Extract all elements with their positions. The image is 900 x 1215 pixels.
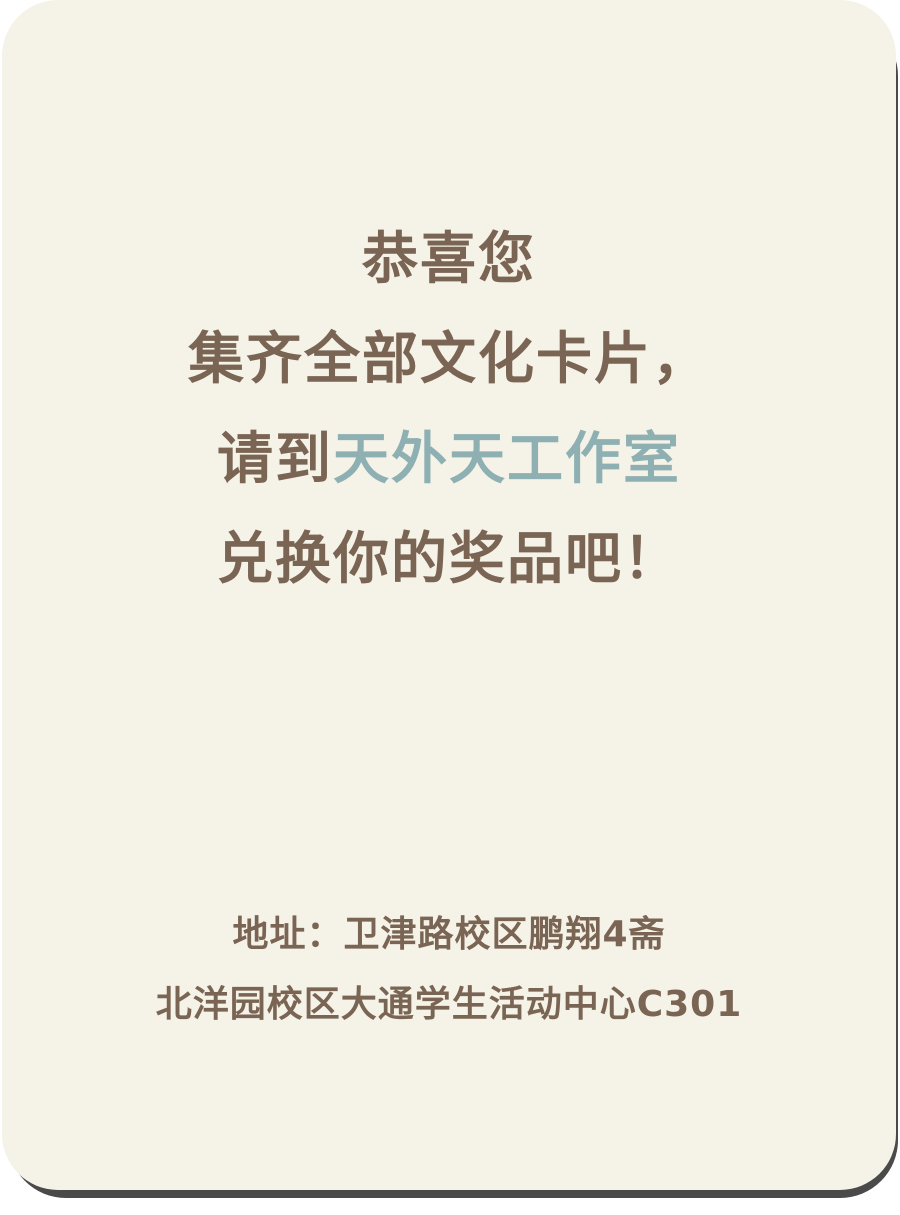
studio-name-highlight: 天外天工作室 — [333, 427, 681, 492]
address-line-1: 地址：卫津路校区鹏翔4斋 — [232, 914, 666, 955]
go-to-prefix: 请到 — [217, 427, 333, 492]
prize-card: 恭喜您 集齐全部文化卡片， 请到天外天工作室 兑换你的奖品吧！ 地址：卫津路校区… — [2, 0, 896, 1190]
address-line-2: 北洋园校区大通学生活动中心C301 — [155, 984, 743, 1025]
congratulation-message: 恭喜您 集齐全部文化卡片， 请到天外天工作室 兑换你的奖品吧！ — [2, 210, 896, 610]
go-to-line: 请到天外天工作室 — [2, 410, 896, 510]
address-block: 地址：卫津路校区鹏翔4斋 北洋园校区大通学生活动中心C301 — [2, 900, 896, 1040]
greeting-text: 恭喜您 — [362, 227, 536, 292]
collect-cards-text: 集齐全部文化卡片， — [188, 327, 710, 392]
redeem-prize-text: 兑换你的奖品吧！ — [217, 527, 681, 592]
